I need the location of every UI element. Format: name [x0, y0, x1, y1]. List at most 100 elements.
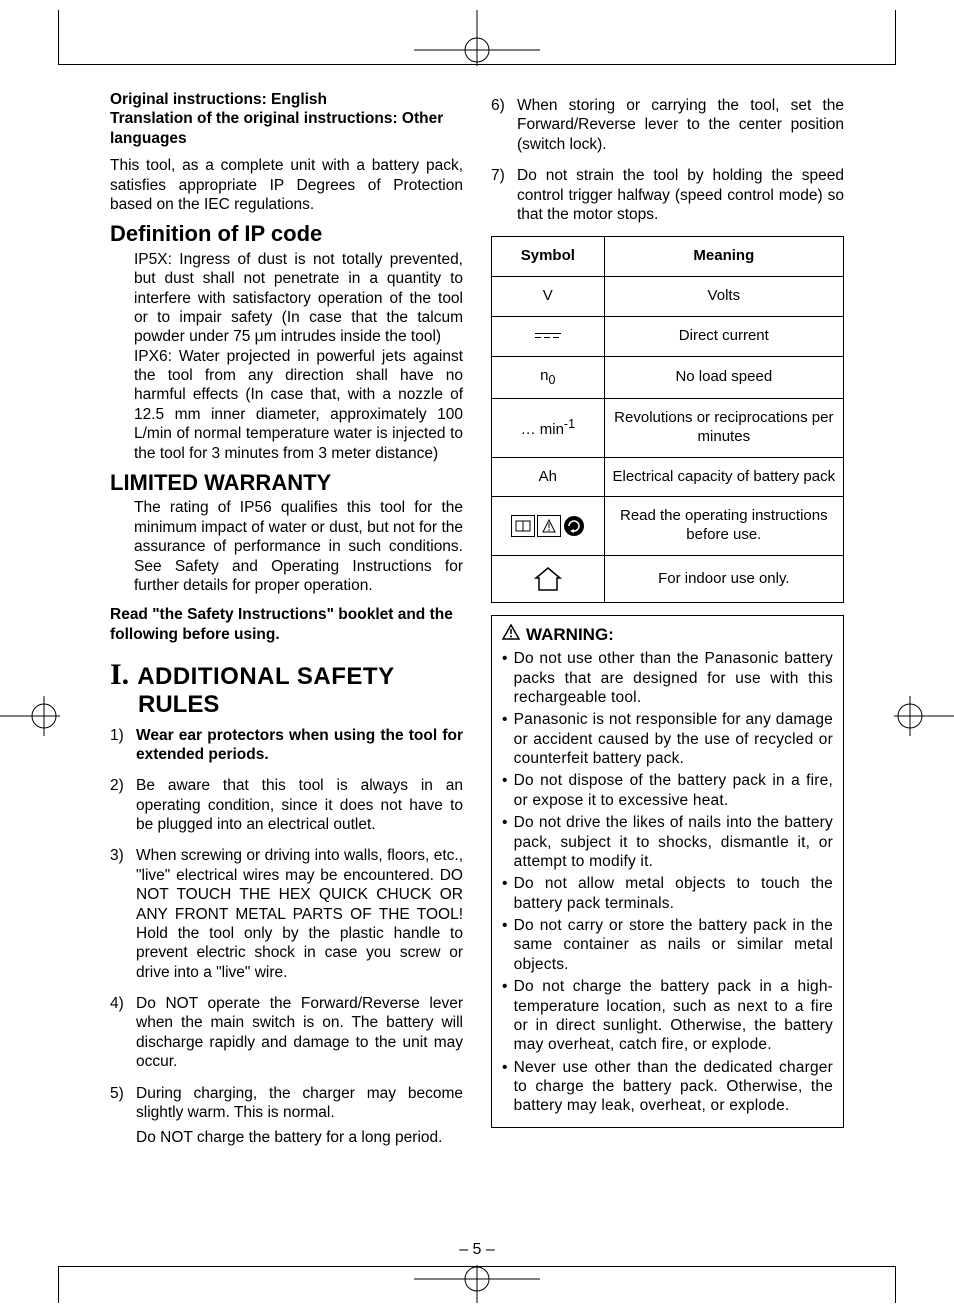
- bullet: •: [502, 649, 508, 707]
- warning-title-text: WARNING:: [526, 624, 614, 645]
- warning-item: •Do not drive the likes of nails into th…: [502, 813, 833, 871]
- rule-item: 7)Do not strain the tool by holding the …: [491, 166, 844, 224]
- rule-number: 3): [110, 846, 130, 982]
- rule-number: 5): [110, 1084, 130, 1148]
- warranty-title: LIMITED WARRANTY: [110, 469, 463, 497]
- page-border: [58, 64, 896, 65]
- warning-item: •Do not charge the battery pack in a hig…: [502, 977, 833, 1055]
- meaning-cell: No load speed: [604, 356, 843, 399]
- rule-text: When screwing or driving into walls, flo…: [136, 846, 463, 982]
- table-row: For indoor use only.: [492, 555, 844, 602]
- read-note: Read "the Safety Instructions" booklet a…: [110, 605, 463, 644]
- right-column: 6)When storing or carrying the tool, set…: [491, 90, 844, 1160]
- warning-item-text: Do not dispose of the battery pack in a …: [514, 771, 833, 810]
- rule-text: Wear ear protectors when using the tool …: [136, 726, 463, 765]
- rule-number: 4): [110, 994, 130, 1072]
- rule-text: Be aware that this tool is always in an …: [136, 776, 463, 834]
- bullet: •: [502, 771, 508, 810]
- table-row: Read the operating instructions before u…: [492, 497, 844, 556]
- ipcode-title: Definition of IP code: [110, 220, 463, 248]
- warning-item-text: Do not use other than the Panasonic batt…: [514, 649, 833, 707]
- meaning-cell: Volts: [604, 277, 843, 317]
- section1-heading: I. ADDITIONAL SAFETY: [110, 656, 463, 694]
- bullet: •: [502, 1058, 508, 1116]
- recycle-circle-icon: [563, 515, 585, 537]
- rule-sub-text: Do NOT charge the battery for a long per…: [136, 1128, 463, 1147]
- rule-number: 1): [110, 726, 130, 765]
- symbol-table: Symbol Meaning VVoltsDirect currentn0No …: [491, 236, 844, 603]
- ip5x-text: IP5X: Ingress of dust is not totally pre…: [134, 250, 463, 347]
- direct-current-icon: [535, 333, 561, 338]
- bullet: •: [502, 710, 508, 768]
- house-icon: [498, 566, 598, 592]
- warning-title: WARNING:: [502, 624, 833, 645]
- symbol-cell: [492, 316, 605, 356]
- bullet: •: [502, 813, 508, 871]
- section1-title-line1: ADDITIONAL SAFETY: [137, 662, 394, 692]
- page-border: [58, 1267, 59, 1303]
- table-row: AhElectrical capacity of battery pack: [492, 457, 844, 497]
- warranty-text: The rating of IP56 qualifies this tool f…: [134, 498, 463, 595]
- page-number: – 5 –: [0, 1241, 954, 1259]
- warning-item-text: Panasonic is not responsible for any dam…: [514, 710, 833, 768]
- rule-number: 2): [110, 776, 130, 834]
- symbol-cell: [492, 497, 605, 556]
- crop-mark-left: [0, 696, 60, 736]
- th-meaning: Meaning: [604, 237, 843, 277]
- meaning-cell: Electrical capacity of battery pack: [604, 457, 843, 497]
- rule-text: Do not strain the tool by holding the sp…: [517, 166, 844, 224]
- rule-text: Do NOT operate the Forward/Reverse lever…: [136, 994, 463, 1072]
- left-column: Original instructions: English Translati…: [110, 90, 463, 1160]
- warning-item-text: Do not charge the battery pack in a high…: [514, 977, 833, 1055]
- bullet: •: [502, 916, 508, 974]
- table-header-row: Symbol Meaning: [492, 237, 844, 277]
- rules-list-right: 6)When storing or carrying the tool, set…: [491, 96, 844, 224]
- warning-item-text: Do not allow metal objects to touch the …: [514, 874, 833, 913]
- symbol-cell: V: [492, 277, 605, 317]
- rule-text: During charging, the charger may become …: [136, 1084, 463, 1148]
- page-border: [58, 10, 59, 64]
- bullet: •: [502, 874, 508, 913]
- warning-item: •Do not dispose of the battery pack in a…: [502, 771, 833, 810]
- header-line1: Original instructions: English: [110, 90, 463, 109]
- rule-number: 6): [491, 96, 511, 154]
- bullet: •: [502, 977, 508, 1055]
- warning-item: •Do not allow metal objects to touch the…: [502, 874, 833, 913]
- warning-item-text: Never use other than the dedicated charg…: [514, 1058, 833, 1116]
- page-content: Original instructions: English Translati…: [110, 90, 844, 1160]
- rule-item: 1)Wear ear protectors when using the too…: [110, 726, 463, 765]
- meaning-cell: Direct current: [604, 316, 843, 356]
- ipx6-text: IPX6: Water projected in powerful jets a…: [134, 347, 463, 463]
- section1-num: I.: [110, 656, 129, 694]
- meaning-cell: Revolutions or reciprocations per minute…: [604, 399, 843, 458]
- meaning-cell: For indoor use only.: [604, 555, 843, 602]
- table-row: n0No load speed: [492, 356, 844, 399]
- manual-icons: [511, 515, 585, 537]
- section1-title-line2: RULES: [138, 690, 463, 720]
- rule-number: 7): [491, 166, 511, 224]
- warning-list: •Do not use other than the Panasonic bat…: [502, 649, 833, 1116]
- intro-paragraph: This tool, as a complete unit with a bat…: [110, 156, 463, 214]
- page-border: [895, 1267, 896, 1303]
- warning-item: •Do not carry or store the battery pack …: [502, 916, 833, 974]
- book-icon: [511, 515, 535, 537]
- rule-text: When storing or carrying the tool, set t…: [517, 96, 844, 154]
- warning-item: •Panasonic is not responsible for any da…: [502, 710, 833, 768]
- rule-item: 6)When storing or carrying the tool, set…: [491, 96, 844, 154]
- rule-item: 3)When screwing or driving into walls, f…: [110, 846, 463, 982]
- crop-mark-right: [894, 696, 954, 736]
- warning-item-text: Do not drive the likes of nails into the…: [514, 813, 833, 871]
- warning-item: •Do not use other than the Panasonic bat…: [502, 649, 833, 707]
- warning-triangle-icon: [537, 515, 561, 537]
- crop-mark-bottom: [414, 1265, 540, 1303]
- rule-item: 5)During charging, the charger may becom…: [110, 1084, 463, 1148]
- rule-item: 2)Be aware that this tool is always in a…: [110, 776, 463, 834]
- page-border: [895, 10, 896, 64]
- symbol-cell: … min-1: [492, 399, 605, 458]
- page-border: [58, 1266, 896, 1267]
- symbol-cell: n0: [492, 356, 605, 399]
- table-row: Direct current: [492, 316, 844, 356]
- header-line2: Translation of the original instructions…: [110, 109, 463, 148]
- symbol-cell: [492, 555, 605, 602]
- warning-icon: [502, 624, 520, 645]
